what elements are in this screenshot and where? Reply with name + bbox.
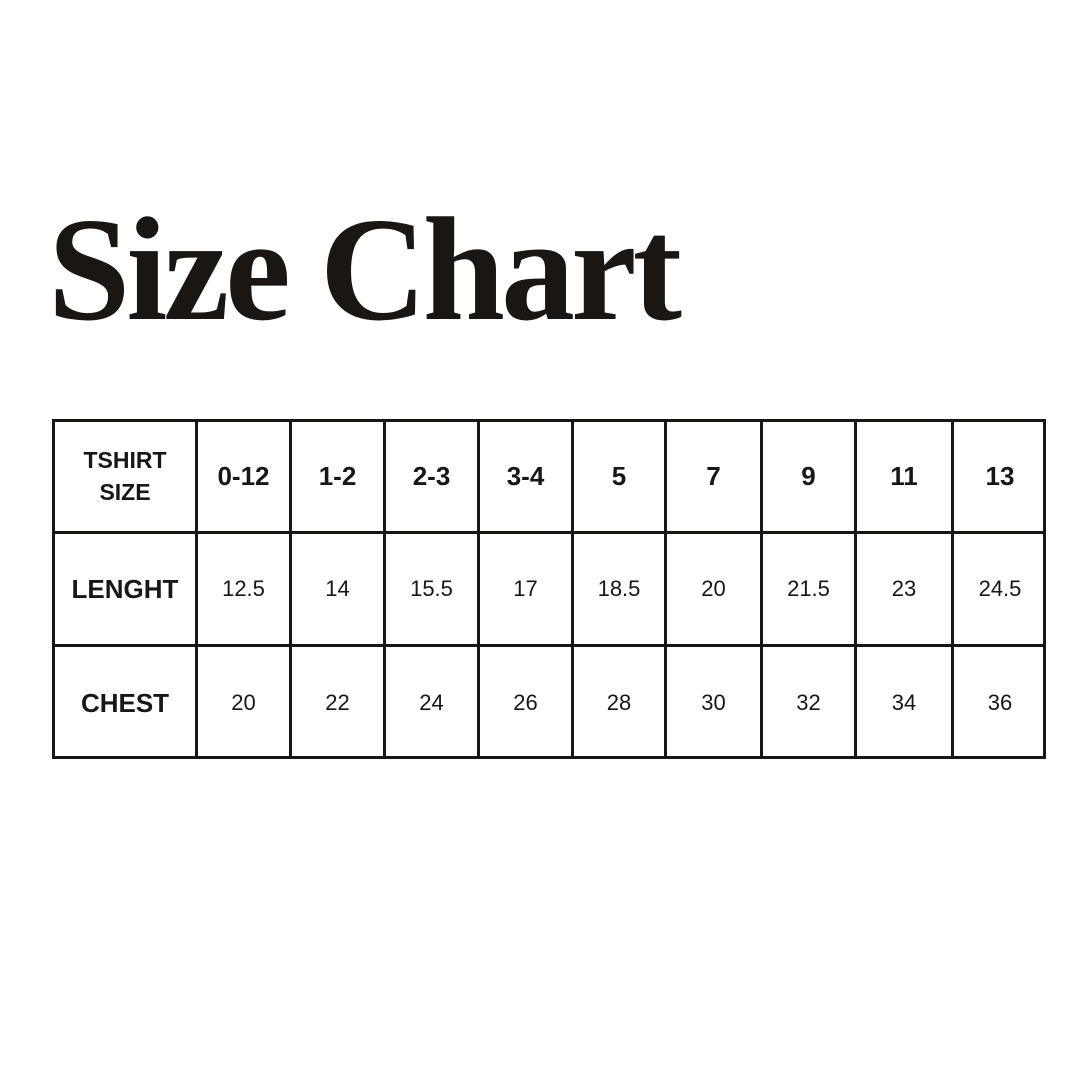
row-label-cell: LENGHT [55, 534, 198, 647]
table-cell: 12.5 [198, 534, 292, 647]
size-header-cell: 2-3 [386, 422, 480, 534]
table-cell: 14 [292, 534, 386, 647]
table-cell: 32 [763, 647, 857, 759]
size-header-cell: 7 [667, 422, 763, 534]
size-header-cell: 3-4 [480, 422, 574, 534]
table-cell: 36 [987, 690, 1013, 715]
size-header-cell: 9 [763, 422, 857, 534]
page-title: Size Chart [48, 188, 682, 352]
table-cell: 22 [292, 647, 386, 759]
table-cell: 17 [480, 534, 574, 647]
row-label-cell: CHEST [55, 647, 198, 759]
size-header-cell: 13 [954, 422, 1046, 534]
table-cell: 26 [480, 647, 574, 759]
table-cell: 24 [386, 647, 480, 759]
table-cell: 30 [667, 647, 763, 759]
size-header-cell: 11 [857, 422, 954, 534]
table-cell: 15.5 [386, 534, 480, 647]
table-cell: 21.5 [763, 534, 857, 647]
corner-label-line1: TSHIRT [83, 447, 167, 474]
table-cell: 23 [857, 534, 954, 647]
table-cell: 20 [198, 647, 292, 759]
table-cell: 24.5 [954, 534, 1046, 647]
table-cell: 20 [667, 534, 763, 647]
size-header-cell: 1-2 [292, 422, 386, 534]
size-header-cell: 5 [574, 422, 667, 534]
corner-label-line2: SIZE [99, 478, 151, 505]
size-chart-table: TSHIRT SIZE 0-12 1-2 2-3 3-4 5 7 9 11 13 LENGHT 12… [52, 419, 1046, 759]
header-corner-cell: TSHIRT SIZE [55, 422, 198, 534]
table-cell: 28 [574, 647, 667, 759]
size-header-cell: 0-12 [198, 422, 292, 534]
table-cell: 34 [857, 647, 954, 759]
table-cell: 18.5 [574, 534, 667, 647]
